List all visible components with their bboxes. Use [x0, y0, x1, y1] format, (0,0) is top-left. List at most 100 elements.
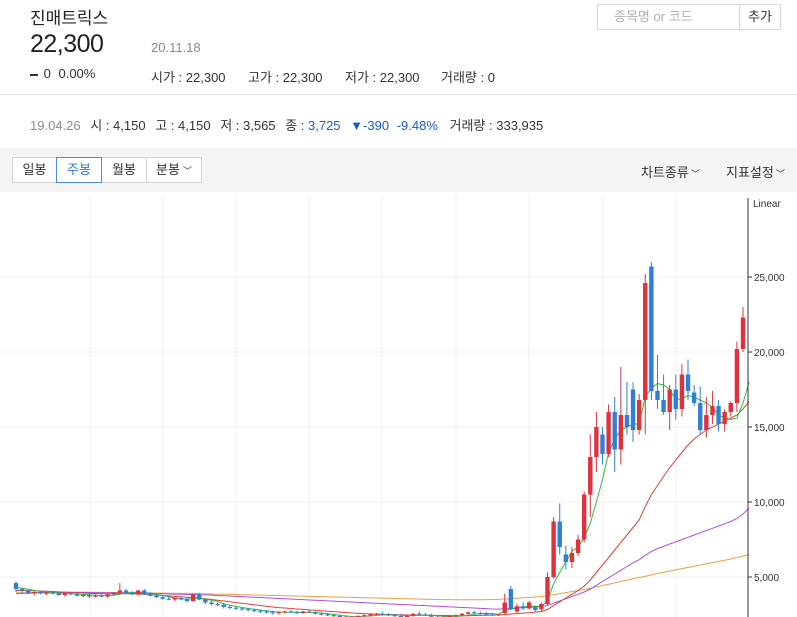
candle-body [68, 593, 74, 595]
candle-body [227, 607, 233, 608]
candle-body [563, 554, 569, 562]
candle-body [490, 614, 495, 616]
candle [679, 364, 685, 417]
candle-body [649, 266, 654, 391]
open-stat: 시가 : 22,300 [151, 70, 226, 85]
candle-body [728, 403, 733, 412]
tab-minute-label: 분봉 [156, 162, 180, 177]
candle [26, 589, 31, 595]
candle-body [710, 406, 715, 415]
candle [661, 374, 666, 415]
candle [575, 535, 581, 556]
candle-body [557, 521, 562, 547]
candle-body [410, 613, 416, 616]
candle [19, 587, 25, 594]
low-label: 저가 [345, 70, 369, 85]
candle [197, 592, 202, 601]
tab-monthly[interactable]: 월봉 [101, 157, 147, 183]
candle [380, 612, 385, 616]
candle-body [190, 594, 196, 601]
chevron-down-icon: ﹀ [690, 169, 700, 179]
candle-body [575, 539, 581, 553]
candle [655, 355, 660, 409]
candle-body [545, 577, 550, 604]
candle-body [374, 613, 379, 615]
candle-body [282, 611, 288, 613]
low-value: 22,300 [379, 70, 420, 85]
candle-body [526, 602, 532, 609]
candle [716, 400, 721, 432]
candle-body [56, 593, 61, 595]
candle [93, 594, 98, 598]
candle-body [221, 604, 226, 607]
candle-body [142, 590, 147, 594]
chart-type-menu[interactable]: 차트종류 ﹀ [641, 162, 700, 181]
candle-body [245, 609, 251, 611]
candle [496, 613, 501, 616]
candle [123, 589, 129, 594]
stock-name: 진매트릭스 [30, 9, 109, 28]
chevron-down-icon: ﹀ [775, 169, 785, 179]
candle [44, 592, 49, 595]
candle-body [239, 608, 245, 610]
candle-body [172, 598, 178, 600]
candle [600, 427, 605, 465]
candle [74, 592, 80, 597]
candle-body [307, 611, 312, 613]
open-value: 22,300 [185, 70, 226, 85]
header-divider [0, 94, 797, 95]
candle-body [93, 595, 98, 597]
tab-minute[interactable]: 분봉 ﹀ [146, 157, 202, 183]
candle [209, 601, 214, 606]
candle [300, 610, 306, 614]
add-button[interactable]: 추가 [739, 4, 781, 30]
candle-body [630, 389, 636, 430]
candle-body [618, 415, 624, 450]
current-price: 22,300 [30, 30, 104, 58]
candle [276, 611, 281, 615]
candle [630, 382, 636, 442]
candle-body [716, 406, 721, 424]
candle [142, 589, 147, 595]
detail-volume-label: 거래량 [449, 118, 486, 133]
candle-body [215, 604, 220, 605]
high-label: 고가 [248, 70, 272, 85]
candle-body [471, 612, 477, 614]
candle-body [294, 612, 300, 614]
candle [87, 593, 92, 598]
candle [704, 397, 709, 438]
candle-body [533, 607, 538, 610]
candle [569, 547, 575, 568]
candle [105, 593, 110, 598]
tab-daily[interactable]: 일봉 [12, 157, 57, 183]
candle [520, 602, 526, 610]
detail-low: 3,565 [243, 118, 276, 133]
stock-search-input[interactable]: 종목명 or 코드 [597, 4, 739, 30]
price-axis: Linear 5,000 10,000 15,000 20,000 25,000 [747, 198, 785, 617]
candle-body [270, 612, 275, 614]
candle-body [643, 283, 648, 400]
candle [135, 589, 141, 596]
candle-body [276, 612, 281, 614]
candle [227, 605, 233, 610]
candle [539, 602, 544, 612]
candle [374, 613, 379, 616]
detail-low-label: 저 [220, 118, 233, 133]
candle-body [624, 415, 630, 427]
candle-body [178, 598, 184, 600]
candle [68, 592, 74, 595]
candle-body [233, 607, 239, 609]
candle [417, 611, 422, 616]
candle-body [319, 613, 324, 615]
candle-body [99, 595, 104, 597]
chevron-down-icon: ﹀ [182, 166, 192, 176]
indicator-menu[interactable]: 지표설정 ﹀ [726, 162, 785, 181]
candle [178, 596, 184, 601]
candle [215, 602, 220, 607]
detail-change-percent: -9.48% [396, 118, 438, 133]
candle [270, 610, 275, 615]
candle [508, 586, 514, 610]
candlestick-chart[interactable]: Linear 5,000 10,000 15,000 20,000 25,000 [0, 196, 797, 617]
tab-weekly[interactable]: 주봉 [56, 157, 102, 183]
candle [710, 391, 715, 424]
